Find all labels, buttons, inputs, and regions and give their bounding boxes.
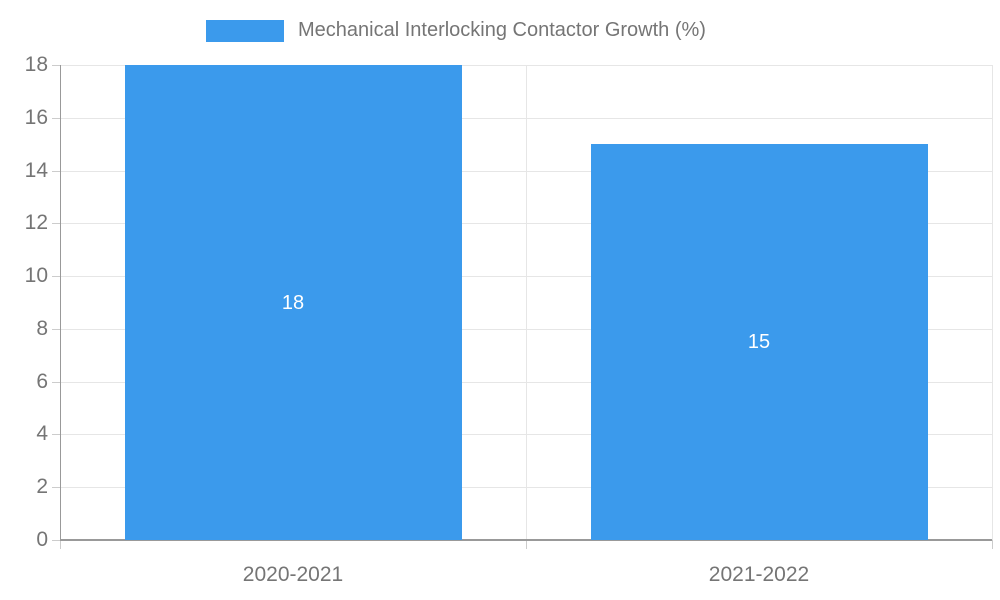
bar-value-label: 18: [281, 292, 305, 314]
y-axis-tick: [52, 171, 60, 172]
x-axis-tick: [526, 540, 527, 549]
y-tick-label: 16: [24, 106, 48, 129]
y-axis-tick: [52, 540, 60, 541]
y-tick-label: 8: [36, 317, 48, 340]
y-tick-label: 2: [36, 475, 48, 498]
y-axis-tick: [52, 276, 60, 277]
bar-value-label: 15: [747, 331, 771, 353]
legend-label: Mechanical Interlocking Contactor Growth…: [298, 19, 706, 41]
x-axis-line: [60, 539, 992, 541]
x-axis-tick: [60, 540, 61, 549]
y-axis-tick: [52, 65, 60, 66]
y-tick-label: 10: [24, 264, 48, 287]
x-tick-label: 2020-2021: [242, 563, 344, 586]
y-tick-label: 18: [24, 53, 48, 76]
y-tick-label: 12: [24, 211, 48, 234]
legend-swatch: [206, 19, 284, 42]
y-axis-tick: [52, 223, 60, 224]
y-axis-tick: [52, 382, 60, 383]
bar[interactable]: [591, 144, 928, 540]
y-tick-label: 4: [36, 422, 48, 445]
y-tick-label: 0: [36, 528, 48, 551]
x-tick-label: 2021-2022: [708, 563, 810, 586]
y-axis-tick: [52, 434, 60, 435]
x-axis-tick: [992, 540, 993, 549]
gridline: [526, 65, 527, 540]
gridline: [992, 65, 993, 540]
y-tick-label: 14: [24, 159, 48, 182]
bar[interactable]: [125, 65, 462, 540]
y-axis-tick: [52, 329, 60, 330]
chart-legend: Mechanical Interlocking Contactor Growth…: [206, 19, 706, 42]
y-axis-line: [60, 65, 61, 540]
y-axis-tick: [52, 118, 60, 119]
y-tick-label: 6: [36, 370, 48, 393]
y-axis-tick: [52, 487, 60, 488]
